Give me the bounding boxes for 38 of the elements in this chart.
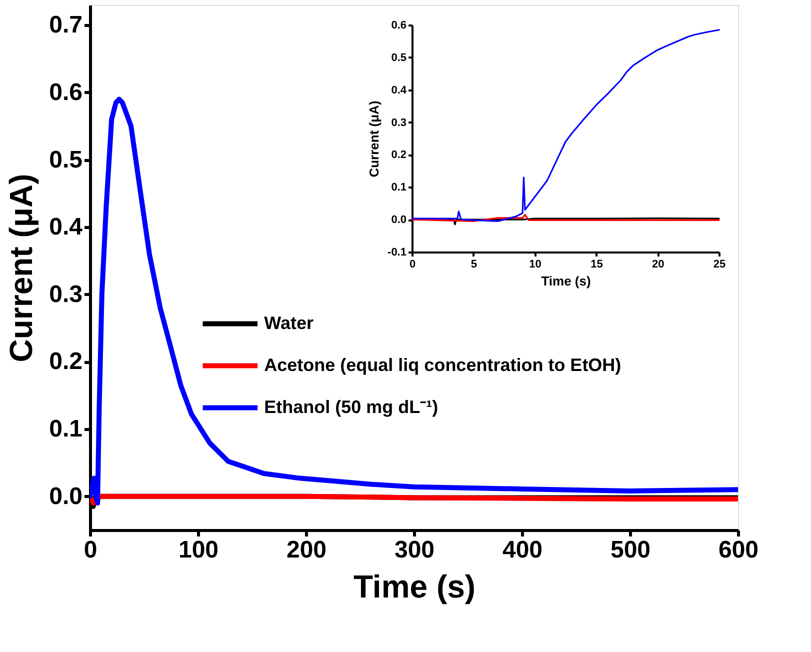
y-axis-title: Current (μA) (3, 174, 40, 362)
legend-label: Ethanol (50 mg dL⁻¹) (264, 396, 438, 417)
x-tick-label: 300 (394, 536, 435, 564)
y-tick-label: 0.6 (391, 20, 406, 32)
x-axis-title: Time (s) (353, 568, 476, 604)
x-tick-label: 5 (470, 258, 477, 270)
line-series (411, 214, 720, 222)
x-tick-label: 400 (502, 536, 543, 564)
y-tick-label: 0.5 (391, 52, 406, 64)
y-tick-label: 0.4 (49, 214, 84, 241)
y-tick-label: 0.5 (49, 146, 82, 174)
x-tick-label: 600 (718, 536, 759, 564)
x-tick-label: 100 (178, 536, 219, 564)
y-tick-label: 0.6 (49, 79, 82, 106)
y-tick-label: 0.2 (49, 348, 82, 376)
x-tick-label: 10 (529, 258, 542, 270)
legend-label: Water (264, 312, 314, 333)
y-tick-label: 0.7 (49, 12, 82, 39)
y-tick-label: 0.3 (391, 116, 406, 129)
x-tick-label: 25 (713, 258, 726, 270)
x-axis-title: Time (s) (541, 274, 591, 288)
y-tick-label: 0.4 (391, 84, 408, 96)
y-tick-label: 0.0 (49, 482, 82, 510)
y-tick-label: 0.2 (391, 149, 406, 162)
y-tick-label: 0.0 (391, 214, 406, 226)
x-tick-label: 0 (409, 258, 416, 270)
x-tick-label: 0 (84, 536, 98, 564)
x-tick-label: 500 (610, 536, 651, 564)
x-tick-label: 200 (286, 536, 327, 564)
y-axis-title: Current (μA) (366, 100, 382, 178)
x-tick-label: 15 (590, 258, 603, 270)
legend-label: Acetone (equal liq concentration to EtOH) (264, 354, 622, 375)
line-series (411, 29, 720, 222)
x-tick-label: 20 (652, 258, 664, 270)
y-tick-label: 0.1 (49, 416, 82, 443)
y-tick-label: -0.1 (388, 246, 406, 258)
y-tick-label: 0.1 (391, 182, 406, 194)
y-tick-label: 0.3 (49, 280, 82, 308)
